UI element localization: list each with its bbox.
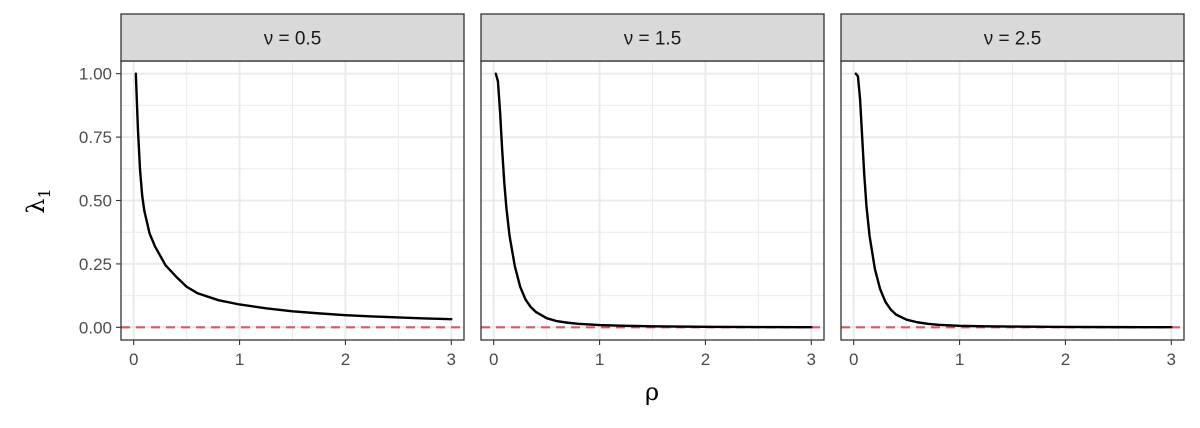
y-tick-label: 0.25 (79, 255, 112, 274)
x-tick-label: 3 (447, 350, 456, 369)
x-tick-label: 1 (595, 350, 604, 369)
facet-panel: ν = 0.5 0 1 2 3 (120, 13, 465, 369)
facet-strip-label: ν = 1.5 (624, 29, 682, 50)
facet-strip (120, 13, 465, 62)
x-tick-label: 0 (489, 350, 498, 369)
facet-panel: ν = 1.5 0 1 2 3 (480, 13, 825, 369)
facet-strip (480, 13, 825, 62)
x-tick-label: 3 (1167, 350, 1176, 369)
x-tick-label: 2 (701, 350, 710, 369)
y-tick-label: 0.50 (79, 192, 112, 211)
y-axis-title-subscript: 1 (35, 188, 54, 198)
facet-panel: ν = 2.5 0 1 2 3 (840, 13, 1185, 369)
x-tick-label: 2 (341, 350, 350, 369)
x-axis-title: ρ (645, 378, 659, 406)
x-tick-label: 3 (807, 350, 816, 369)
x-tick-label: 0 (129, 350, 138, 369)
x-tick-label: 1 (955, 350, 964, 369)
y-axis: 0.00 0.25 0.50 0.75 1.00 (79, 65, 121, 337)
y-tick-label: 1.00 (79, 65, 112, 84)
series-line (854, 72, 1173, 329)
facet-strip-label: ν = 0.5 (264, 29, 322, 50)
x-tick-label: 1 (235, 350, 244, 369)
x-tick-label: 0 (849, 350, 858, 369)
y-tick-label: 0.00 (79, 318, 112, 337)
chart-panels: ν = 0.5 0 1 2 3 ν = 1.5 0 1 2 3 ν = 2.5 0 1 2 3 (120, 13, 1185, 369)
series-line (494, 72, 813, 329)
x-tick-label: 2 (1061, 350, 1070, 369)
facet-strip-label: ν = 2.5 (984, 29, 1042, 50)
y-tick-label: 0.75 (79, 128, 112, 147)
facet-strip (840, 13, 1185, 62)
series-line (134, 72, 453, 321)
y-axis-title: λ1 (22, 188, 54, 213)
y-axis-title-main: λ (22, 198, 50, 213)
